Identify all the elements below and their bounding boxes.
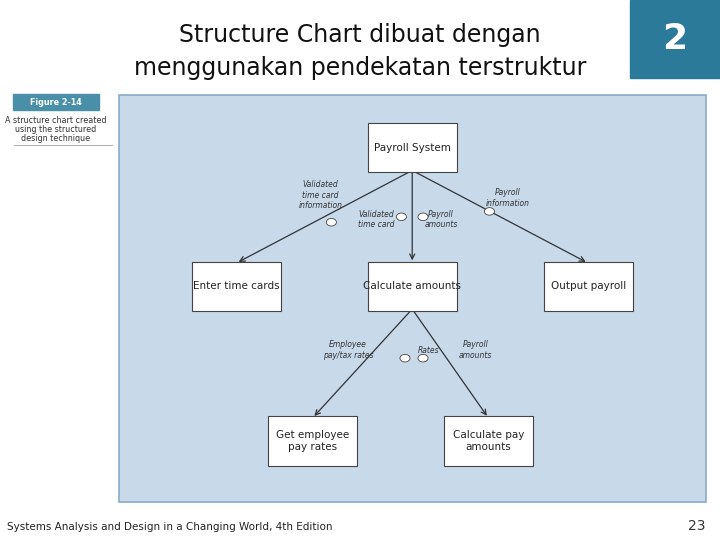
Circle shape xyxy=(396,213,406,220)
Circle shape xyxy=(485,207,495,215)
Text: Calculate amounts: Calculate amounts xyxy=(363,281,462,291)
FancyBboxPatch shape xyxy=(268,416,357,465)
Text: Validated
time card: Validated time card xyxy=(358,210,395,229)
Text: menggunakan pendekatan terstruktur: menggunakan pendekatan terstruktur xyxy=(134,56,586,79)
Text: Validated
time card
information: Validated time card information xyxy=(299,180,343,210)
FancyBboxPatch shape xyxy=(368,261,457,310)
FancyBboxPatch shape xyxy=(630,0,720,78)
Text: Payroll System: Payroll System xyxy=(374,143,451,152)
Text: Payroll
amounts: Payroll amounts xyxy=(459,340,492,360)
Text: Structure Chart dibuat dengan: Structure Chart dibuat dengan xyxy=(179,23,541,47)
Text: Payroll
information: Payroll information xyxy=(485,188,529,207)
Text: Systems Analysis and Design in a Changing World, 4th Edition: Systems Analysis and Design in a Changin… xyxy=(7,522,333,531)
Text: A structure chart created: A structure chart created xyxy=(5,117,106,125)
Text: Get employee
pay rates: Get employee pay rates xyxy=(276,430,349,452)
Text: Rates: Rates xyxy=(418,346,439,355)
FancyBboxPatch shape xyxy=(444,416,533,465)
Circle shape xyxy=(400,354,410,362)
Text: 2: 2 xyxy=(662,22,688,56)
Text: Enter time cards: Enter time cards xyxy=(193,281,279,291)
Circle shape xyxy=(418,213,428,220)
FancyBboxPatch shape xyxy=(13,94,99,110)
Text: Employee
pay/tax rates: Employee pay/tax rates xyxy=(323,340,373,360)
Text: Figure 2-14: Figure 2-14 xyxy=(30,98,81,106)
Text: Payroll
amounts: Payroll amounts xyxy=(424,210,458,229)
FancyBboxPatch shape xyxy=(368,123,457,172)
Circle shape xyxy=(326,218,336,226)
FancyBboxPatch shape xyxy=(192,261,281,310)
Text: Calculate pay
amounts: Calculate pay amounts xyxy=(453,430,524,452)
Text: Output payroll: Output payroll xyxy=(551,281,626,291)
Circle shape xyxy=(418,354,428,362)
FancyBboxPatch shape xyxy=(119,94,706,502)
Text: using the structured: using the structured xyxy=(15,125,96,134)
Text: design technique: design technique xyxy=(21,134,90,143)
Text: 23: 23 xyxy=(688,519,706,534)
FancyBboxPatch shape xyxy=(544,261,633,310)
